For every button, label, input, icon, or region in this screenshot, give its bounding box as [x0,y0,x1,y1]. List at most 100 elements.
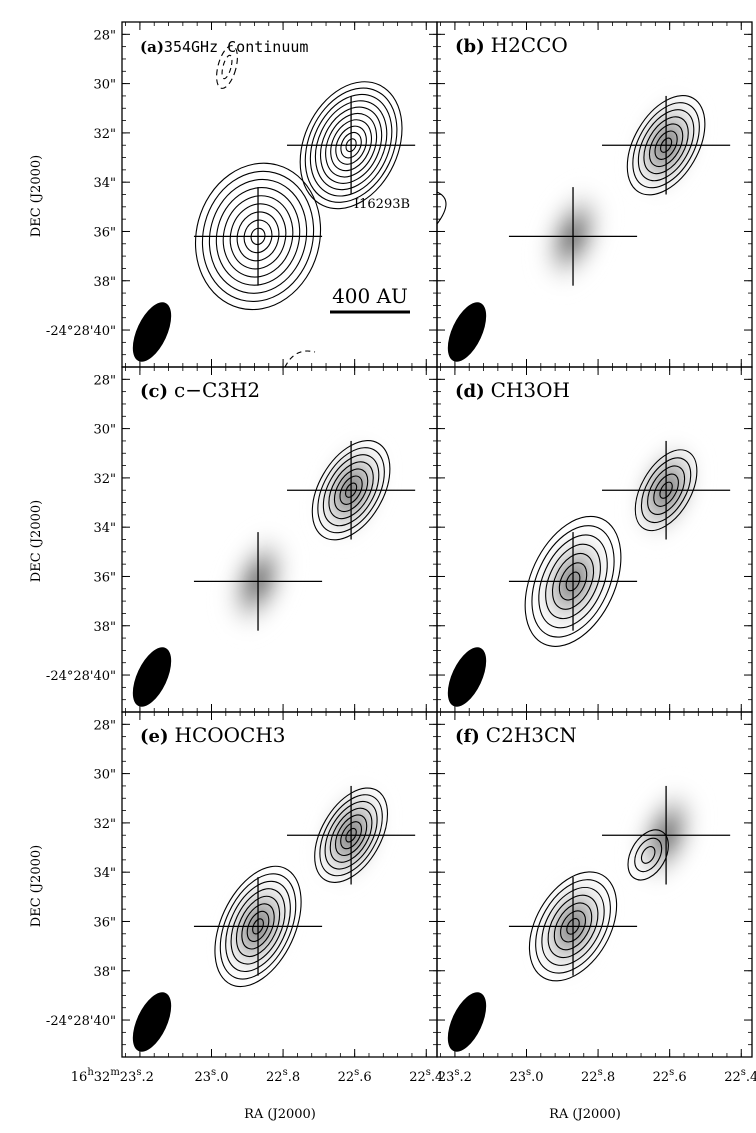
x-tick-label: 22s.8 [266,1067,300,1085]
contour-d-0-level-5 [659,481,673,499]
y-tick-label: 28" [93,373,116,388]
y-tick-label: 30" [93,423,116,438]
edge-contour [437,191,447,225]
y-axis-title-row-3: DEC (J2000) [29,845,44,927]
contour-b-0-level-6 [654,130,678,160]
contour-b-0-level-7 [659,137,673,153]
contour-a-0-level-1 [299,81,403,210]
contour-c-0-level-3 [322,454,380,527]
y-tick-label: 28" [93,718,116,733]
contour-a-1-level-7 [236,211,280,262]
contour-a-0-level-6 [325,112,378,178]
negative-contour [216,45,238,89]
contour-e-1-level-2 [219,873,297,980]
contour-a-0-level-4 [314,100,388,191]
beam-ellipse-b [447,302,487,362]
panel-e-title: (e) HCOOCH3 [140,723,286,747]
panel-b-plot-area [437,90,731,362]
panel-c-title: (c) c−C3H2 [140,378,260,402]
panel-e: (e) HCOOCH3 [121,711,438,1058]
panel-a-title: (a)354GHz Continuum [140,38,308,56]
panel-e-letter: (e) [140,726,169,747]
contour-e-0-level-6 [340,821,363,850]
contour-a-1-level-3 [208,178,308,294]
negative-contour-inner [221,54,233,80]
panel-f: (f) C2H3CN [436,711,753,1058]
contour-b-0-level-1 [626,95,706,196]
panel-f-title: (f) C2H3CN [455,723,577,747]
contour-d-1-level-6 [558,562,588,601]
y-tick-label: -24°28'40" [46,324,116,339]
contour-d-0-level-3 [647,465,686,515]
panel-b-letter: (b) [455,36,485,57]
y-tick-label: 38" [93,620,116,635]
contour-f-1-level-6 [560,910,587,943]
contour-f-1-level-5 [553,902,593,951]
y-tick-label: 38" [93,965,116,980]
contour-e-1-level-1 [214,865,302,988]
beam-ellipse-c [132,647,172,707]
contour-e-1-level-3 [225,880,291,973]
contour-d-1-level-3 [538,534,608,629]
contour-b-0-level-5 [648,123,684,168]
x-tick-label: 16h32m23s.2 [71,1067,154,1085]
contour-c-0-level-4 [328,461,374,520]
contour-f-0-level-3 [640,846,656,864]
x-axis-title-left: RA (J2000) [244,1107,316,1122]
panel-d-letter: (d) [455,381,485,402]
contour-d-1-level-2 [531,525,615,638]
contour-e-0-level-1 [314,787,389,883]
panel-a-species: 354GHz Continuum [164,38,309,56]
panel-d-species: CH3OH [491,378,570,402]
negative-contour-bottom [284,350,316,367]
contour-a-0-level-9 [340,131,362,159]
contour-c-0-level-2 [317,447,385,534]
panel-e-species: HCOOCH3 [175,723,286,747]
contour-e-0-level-5 [334,814,368,856]
x-tick-label: 23s.2 [438,1067,472,1085]
x-tick-label: 22s.4 [409,1067,443,1085]
contour-d-1-level-1 [524,515,622,647]
panel-a-plot-area [132,45,416,367]
contour-b-0-level-2 [632,102,700,189]
y-tick-label: 32" [93,127,116,142]
panel-e-plot-area [132,780,416,1052]
panel-d: (d) CH3OH [436,366,753,713]
x-tick-label: 22s.6 [653,1067,687,1085]
panel-b: (b) H2CCO [436,21,753,368]
y-tick-label: 38" [93,275,116,290]
contour-b-0-level-3 [637,109,695,182]
contour-a-0-level-3 [309,93,393,197]
contour-a-1-level-8 [243,219,273,254]
panel-d-plot-area [447,435,731,707]
contour-a-0-level-5 [319,106,383,184]
beam-ellipse-a [132,302,172,362]
y-tick-label: -24°28'40" [46,1014,116,1029]
y-tick-label: 34" [93,176,116,191]
contour-b-0-level-4 [643,116,689,175]
y-tick-label: 30" [93,768,116,783]
contour-e-0-level-7 [345,827,357,843]
contour-d-0-level-2 [640,457,692,524]
contour-e-1-level-5 [235,895,281,958]
beam-ellipse-f [447,992,487,1052]
y-tick-label: 36" [93,570,116,585]
panel-c: (c) c−C3H2 [121,366,438,713]
panel-a: 400 AU I16293B (a)354GHz Continuum [121,21,438,368]
y-tick-label: 32" [93,817,116,832]
contour-a-0-level-8 [335,125,367,165]
y-axis-title-row-2: DEC (J2000) [29,500,44,582]
contour-d-0-level-4 [653,473,679,507]
y-tick-label: 30" [93,78,116,93]
panel-b-title: (b) H2CCO [455,33,568,57]
scale-bar-label: 400 AU [332,284,408,308]
beam-ellipse-d [447,647,487,707]
contour-a-0-level-7 [330,119,373,172]
y-tick-label: 34" [93,866,116,881]
contour-a-1-level-4 [215,187,301,286]
contour-f-1-level-1 [528,871,618,982]
panel-f-letter: (f) [455,726,480,747]
y-tick-label: 28" [93,28,116,43]
panel-c-species: c−C3H2 [174,378,260,402]
